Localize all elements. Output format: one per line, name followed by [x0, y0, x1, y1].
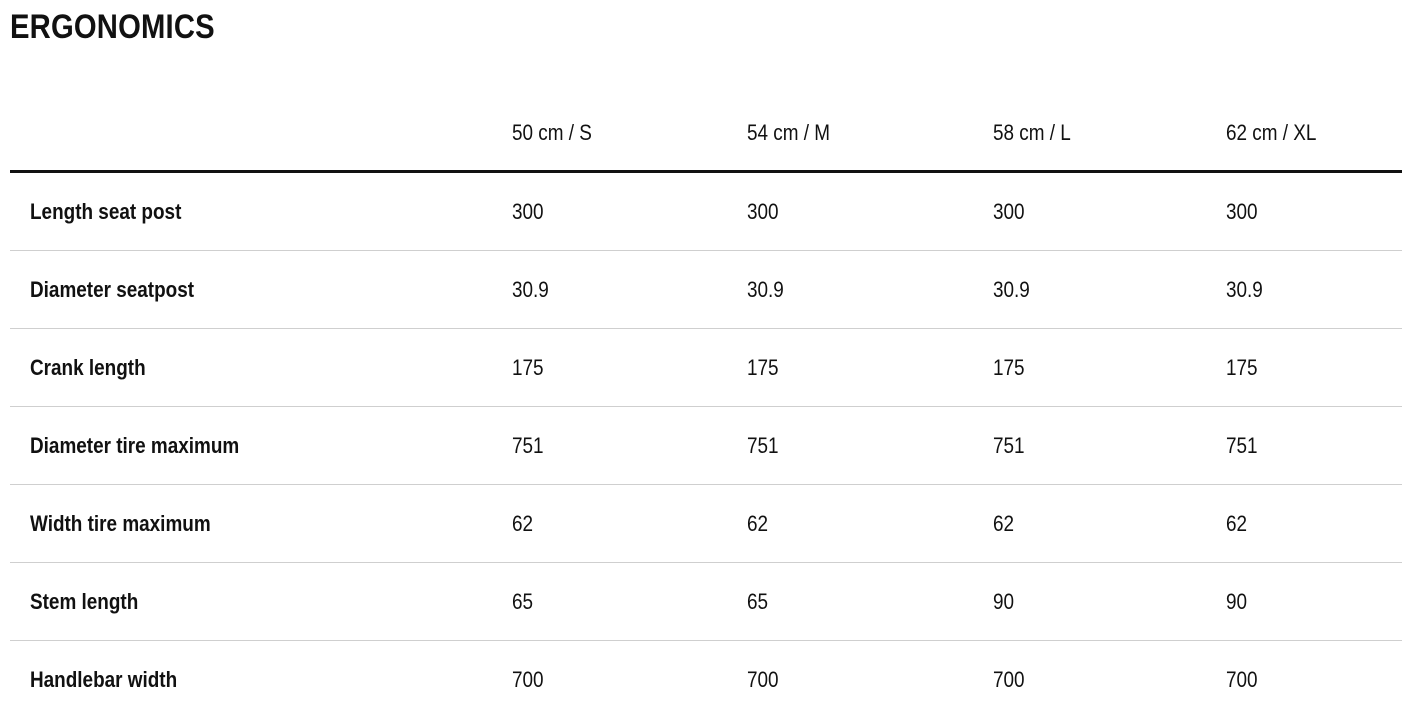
table-row: Diameter tire maximum 751 751 751 751 [10, 407, 1402, 485]
table-cell: 300 [993, 198, 1025, 224]
row-label: Width tire maximum [30, 510, 211, 536]
table-cell: 700 [1226, 666, 1258, 692]
column-header: 50 cm / S [512, 120, 592, 145]
table-cell: 751 [512, 432, 544, 458]
row-label: Diameter tire maximum [30, 432, 240, 458]
table-cell: 62 [993, 510, 1015, 536]
row-label: Stem length [30, 588, 139, 614]
table-row: Stem length 65 65 90 90 [10, 563, 1402, 641]
row-label: Handlebar width [30, 666, 178, 692]
table-cell: 175 [1226, 354, 1258, 380]
table-row: Diameter seatpost 30.9 30.9 30.9 30.9 [10, 251, 1402, 329]
table-cell: 30.9 [747, 276, 784, 302]
table-cell: 700 [747, 666, 779, 692]
column-header: 54 cm / M [747, 120, 831, 145]
table-cell: 300 [512, 198, 544, 224]
row-label: Length seat post [30, 198, 182, 224]
table-cell: 30.9 [1226, 276, 1263, 302]
section-title: ERGONOMICS [10, 8, 215, 46]
column-header: 62 cm / XL [1226, 120, 1317, 145]
table-cell: 300 [747, 198, 779, 224]
table-cell: 65 [747, 588, 769, 614]
table-row: Width tire maximum 62 62 62 62 [10, 485, 1402, 563]
table-cell: 751 [1226, 432, 1258, 458]
table-row: Crank length 175 175 175 175 [10, 329, 1402, 407]
table-cell: 175 [993, 354, 1025, 380]
ergonomics-table: 50 cm / S 54 cm / M 58 cm / L 62 cm / XL… [10, 94, 1402, 718]
table-cell: 62 [512, 510, 534, 536]
table-cell: 90 [993, 588, 1015, 614]
table-cell: 175 [747, 354, 779, 380]
table-row: Length seat post 300 300 300 300 [10, 173, 1402, 251]
row-label: Diameter seatpost [30, 276, 195, 302]
table-cell: 62 [1226, 510, 1248, 536]
table-cell: 30.9 [993, 276, 1030, 302]
table-header-row: 50 cm / S 54 cm / M 58 cm / L 62 cm / XL [10, 94, 1402, 173]
table-cell: 751 [747, 432, 779, 458]
table-row: Handlebar width 700 700 700 700 [10, 641, 1402, 718]
table-cell: 30.9 [512, 276, 549, 302]
table-cell: 700 [993, 666, 1025, 692]
table-cell: 65 [512, 588, 534, 614]
table-cell: 751 [993, 432, 1025, 458]
table-cell: 62 [747, 510, 769, 536]
table-cell: 175 [512, 354, 544, 380]
table-cell: 90 [1226, 588, 1248, 614]
column-header: 58 cm / L [993, 120, 1071, 145]
row-label: Crank length [30, 354, 146, 380]
table-cell: 700 [512, 666, 544, 692]
table-cell: 300 [1226, 198, 1258, 224]
